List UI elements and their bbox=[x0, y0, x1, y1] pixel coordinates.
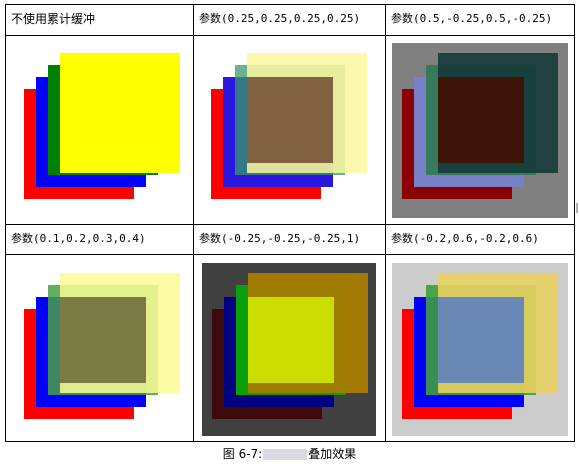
row-divider bbox=[6, 254, 574, 255]
overlap-region bbox=[247, 77, 333, 163]
redacted-region bbox=[263, 449, 308, 460]
scroll-marker bbox=[576, 203, 578, 213]
overlap-region bbox=[438, 297, 524, 383]
cell-image-5 bbox=[392, 263, 568, 436]
cell-label-params-4: 参数(-0.25,-0.25,-0.25,1) bbox=[199, 232, 361, 245]
cell-label-params-5: 参数(-0.2,0.6,-0.2,0.6) bbox=[391, 232, 539, 245]
overlap-region bbox=[60, 297, 146, 383]
cell-image-2 bbox=[392, 43, 568, 218]
cell-image-0 bbox=[14, 43, 189, 218]
caption-suffix: 叠加效果 bbox=[308, 447, 357, 461]
figure-caption: 图 6-7: 叠加效果 bbox=[0, 447, 579, 461]
row-divider bbox=[6, 35, 574, 36]
overlap-region bbox=[248, 297, 334, 383]
square-3 bbox=[60, 53, 180, 173]
column-divider bbox=[385, 5, 386, 441]
cell-image-3 bbox=[14, 263, 189, 436]
row-divider bbox=[6, 224, 574, 225]
cell-label-params-1: 参数(0.25,0.25,0.25,0.25) bbox=[199, 12, 361, 25]
caption-prefix: 图 6-7: bbox=[222, 447, 263, 461]
cell-label-params-2: 参数(0.5,-0.25,0.5,-0.25) bbox=[391, 12, 553, 25]
comparison-table: 不使用累计缓冲 参数(0.25,0.25,0.25,0.25) 参数(0.5,-… bbox=[5, 4, 575, 442]
column-divider bbox=[193, 5, 194, 441]
cell-label-no-accum: 不使用累计缓冲 bbox=[11, 12, 96, 26]
cell-image-1 bbox=[201, 43, 376, 218]
overlap-region bbox=[438, 77, 524, 163]
cell-label-params-3: 参数(0.1,0.2,0.3,0.4) bbox=[11, 232, 146, 245]
cell-image-4 bbox=[202, 263, 376, 436]
